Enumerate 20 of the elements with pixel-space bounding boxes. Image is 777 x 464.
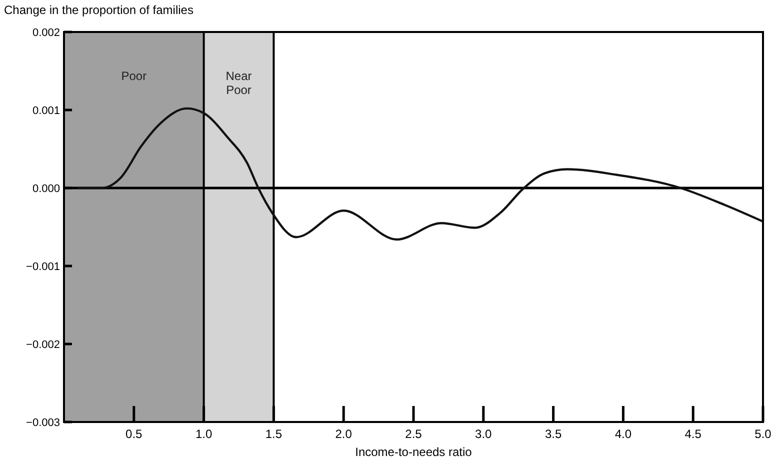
y-tick-label: 0.000 bbox=[32, 182, 60, 195]
y-tick-label: −0.003 bbox=[26, 416, 60, 429]
band-label: Poor bbox=[121, 69, 147, 83]
y-tick-label: 0.001 bbox=[32, 104, 60, 117]
x-tick-label: 3.0 bbox=[475, 427, 492, 441]
x-tick-label: 5.0 bbox=[754, 427, 772, 441]
y-axis-title: Change in the proportion of families bbox=[4, 3, 194, 17]
x-axis-title: Income-to-needs ratio bbox=[355, 445, 472, 459]
x-tick-label: 2.5 bbox=[405, 427, 422, 441]
x-tick-label: 1.0 bbox=[195, 427, 212, 441]
y-tick-label: −0.001 bbox=[26, 260, 60, 273]
y-tick-label: 0.002 bbox=[32, 26, 60, 39]
x-tick-label: 2.0 bbox=[335, 427, 352, 441]
x-tick-label: 4.0 bbox=[614, 427, 632, 441]
band-label: Near Poor bbox=[226, 69, 252, 97]
y-tick-label: −0.002 bbox=[26, 338, 60, 351]
x-tick-label: 3.5 bbox=[544, 427, 562, 441]
x-tick-label: 0.5 bbox=[126, 427, 143, 441]
x-tick-label: 4.5 bbox=[684, 427, 702, 441]
x-tick-label: 1.5 bbox=[265, 427, 282, 441]
